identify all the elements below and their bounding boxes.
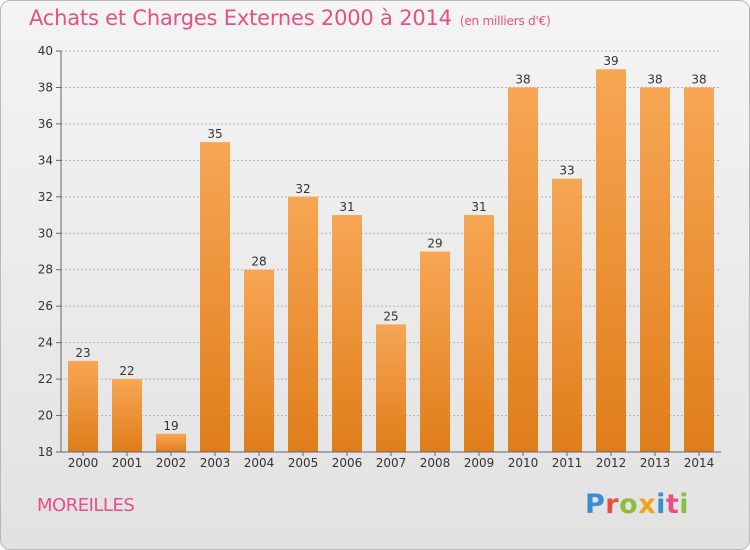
logo-letter: t: [665, 489, 680, 520]
value-label-2002: 19: [163, 419, 178, 433]
logo-letter: x: [638, 489, 657, 520]
x-tick-label-2014: 2014: [684, 456, 715, 470]
bar-2011: [552, 178, 582, 452]
x-tick-label-2001: 2001: [112, 456, 143, 470]
value-label-2012: 39: [603, 54, 618, 68]
bar-2013: [640, 87, 670, 453]
bar-2003: [200, 142, 230, 453]
title-text: Achats et Charges Externes 2000 à 2014: [29, 6, 452, 30]
bar-2008: [420, 251, 450, 452]
y-tick-label: 34: [38, 153, 53, 167]
value-label-2008: 29: [427, 237, 442, 251]
y-tick-label: 38: [38, 80, 53, 94]
y-tick-label: 18: [38, 445, 53, 459]
unit-label: (en milliers d'€): [459, 14, 551, 28]
axes: 18 20 22 24 26 28 30 32 34 36 38 40 2000 2001 2002 2003…: [38, 44, 721, 470]
x-tick-label-2003: 2003: [200, 456, 231, 470]
bar-2006: [332, 215, 362, 452]
value-label-2001: 22: [119, 364, 134, 378]
y-tick-label: 36: [38, 117, 53, 131]
y-tick-label: 40: [38, 44, 53, 58]
x-tick-label-2004: 2004: [244, 456, 275, 470]
value-label-2014: 38: [691, 72, 706, 86]
x-tick-label-2007: 2007: [376, 456, 407, 470]
value-label-2010: 38: [515, 72, 530, 86]
x-tick-label-2005: 2005: [288, 456, 319, 470]
value-label-2005: 32: [295, 182, 310, 196]
chart-title: Achats et Charges Externes 2000 à 2014 (e…: [29, 6, 551, 30]
x-tick-label-2009: 2009: [464, 456, 495, 470]
bar-2009: [464, 215, 494, 452]
logo-letter: P: [585, 489, 606, 520]
x-tick-label-2006: 2006: [332, 456, 363, 470]
bar-2000: [68, 360, 98, 452]
y-tick-label: 32: [38, 190, 53, 204]
proxiti-logo: Proxiti: [585, 489, 689, 520]
x-tick-label-2011: 2011: [552, 456, 583, 470]
x-tick-label-2008: 2008: [420, 456, 451, 470]
value-label-2013: 38: [647, 72, 662, 86]
value-label-2004: 28: [251, 255, 266, 269]
bar-2001: [112, 379, 142, 452]
logo-letter: r: [605, 489, 620, 520]
y-tick-label: 26: [38, 299, 53, 313]
logo-letter: i: [679, 489, 690, 520]
logo-letter: o: [619, 489, 639, 520]
bar-2004: [244, 269, 274, 452]
y-tick-label: 28: [38, 263, 53, 277]
y-tick-label: 24: [38, 336, 53, 350]
bars: 23 22 19 35 28 32 31 25 29 31 38 33 39 38 38: [68, 54, 714, 453]
bar-2005: [288, 196, 318, 452]
value-label-2003: 35: [207, 127, 222, 141]
value-label-2000: 23: [75, 346, 90, 360]
bar-2007: [376, 324, 406, 452]
value-label-2009: 31: [471, 200, 486, 214]
bar-2014: [684, 87, 714, 453]
bar-2002: [156, 433, 186, 452]
x-tick-label-2010: 2010: [508, 456, 539, 470]
value-label-2006: 31: [339, 200, 354, 214]
bar-2010: [508, 87, 538, 453]
y-tick-label: 30: [38, 226, 53, 240]
commune-name: MOREILLES: [37, 495, 135, 516]
x-tick-label-2013: 2013: [640, 456, 671, 470]
logo-letter: i: [656, 489, 666, 520]
value-label-2007: 25: [383, 309, 398, 323]
x-tick-label-2002: 2002: [156, 456, 187, 470]
bar-2012: [596, 69, 626, 453]
y-tick-label: 20: [38, 409, 53, 423]
value-label-2011: 33: [559, 164, 574, 178]
x-tick-label-2000: 2000: [68, 456, 99, 470]
y-tick-label: 22: [38, 372, 53, 386]
x-tick-label-2012: 2012: [596, 456, 627, 470]
